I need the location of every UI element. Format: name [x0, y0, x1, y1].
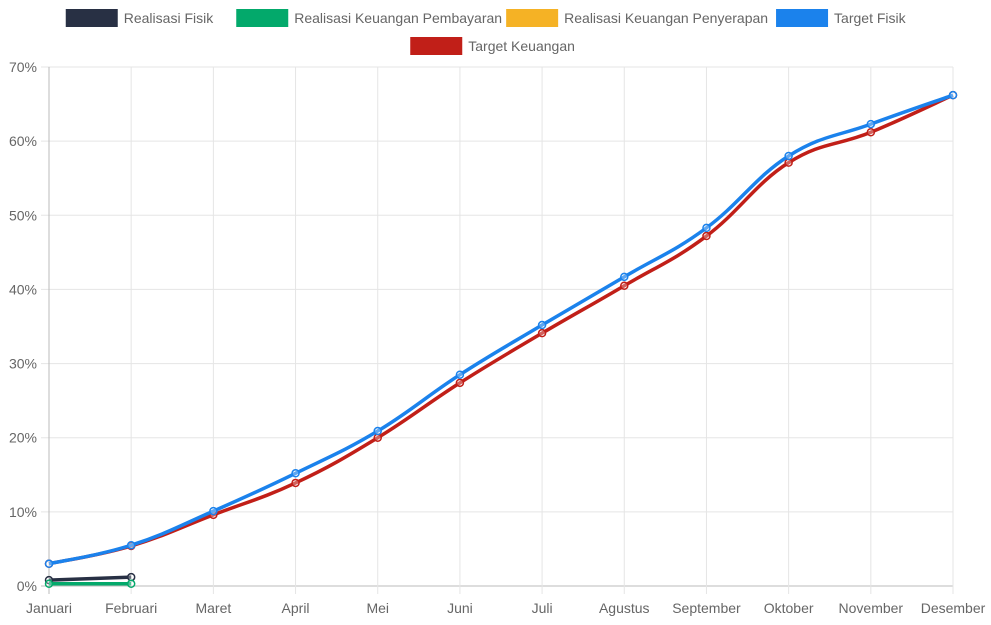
x-tick-label: Desember: [921, 600, 986, 616]
x-tick-label: September: [672, 600, 741, 616]
data-point: [784, 151, 793, 161]
y-tick-label: 70%: [9, 59, 37, 75]
legend-label: Realisasi Fisik: [124, 10, 214, 26]
data-point: [373, 426, 382, 436]
data-point: [702, 231, 711, 241]
legend-swatch: [506, 9, 559, 27]
legend-item[interactable]: Target Fisik: [776, 9, 907, 27]
legend-swatch: [776, 9, 829, 27]
x-tick-label: Januari: [26, 600, 72, 616]
legend-item[interactable]: Realisasi Keuangan Pembayaran: [236, 9, 502, 27]
x-tick-label: Oktober: [764, 600, 814, 616]
x-tick-label: Juni: [447, 600, 473, 616]
x-tick-label: April: [282, 600, 310, 616]
data-point: [291, 469, 300, 478]
y-tick-label: 20%: [9, 430, 37, 446]
data-point: [126, 579, 136, 589]
y-tick-label: 60%: [9, 133, 37, 149]
data-point: [455, 378, 465, 388]
legend-swatch: [410, 37, 463, 55]
data-point: [620, 281, 629, 290]
legend-label: Target Keuangan: [468, 38, 575, 54]
data-point: [948, 90, 958, 100]
data-point: [455, 370, 465, 379]
legend-swatch: [65, 9, 118, 27]
legend-label: Realisasi Keuangan Penyerapan: [564, 10, 768, 26]
data-point: [866, 119, 876, 129]
y-tick-label: 30%: [9, 356, 37, 372]
data-point: [44, 559, 54, 569]
data-point: [44, 579, 54, 589]
legend-label: Realisasi Keuangan Pembayaran: [294, 10, 502, 26]
y-tick-label: 10%: [9, 504, 37, 520]
y-tick-label: 0%: [17, 578, 37, 594]
data-point: [209, 506, 218, 516]
x-tick-label: November: [839, 600, 904, 616]
legend-label: Target Fisik: [834, 10, 907, 26]
x-tick-label: Maret: [195, 600, 231, 616]
data-point: [620, 272, 629, 282]
legend-item[interactable]: Realisasi Fisik: [65, 9, 214, 27]
y-tick-label: 50%: [9, 207, 37, 223]
legend-swatch: [236, 9, 289, 27]
legend-item[interactable]: Realisasi Keuangan Penyerapan: [506, 9, 768, 27]
data-point: [537, 328, 547, 338]
x-tick-label: Agustus: [599, 600, 650, 616]
x-tick-label: Februari: [105, 600, 157, 616]
data-point: [537, 320, 547, 330]
series-line-realisasi-fisik: [48, 575, 132, 582]
data-point: [702, 223, 711, 233]
series-line-target-fisik: [48, 93, 954, 566]
x-tick-label: Mei: [366, 600, 389, 616]
x-tick-label: Juli: [532, 600, 553, 616]
data-point: [291, 478, 300, 488]
series-line-target-keuangan: [48, 93, 954, 566]
legend-item[interactable]: Target Keuangan: [410, 37, 575, 55]
y-tick-label: 40%: [9, 281, 37, 297]
data-point: [866, 127, 876, 137]
data-point: [126, 540, 136, 550]
